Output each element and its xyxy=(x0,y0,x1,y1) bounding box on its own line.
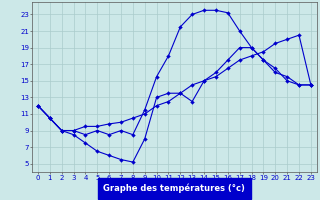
X-axis label: Graphe des températures (°c): Graphe des températures (°c) xyxy=(103,184,245,193)
